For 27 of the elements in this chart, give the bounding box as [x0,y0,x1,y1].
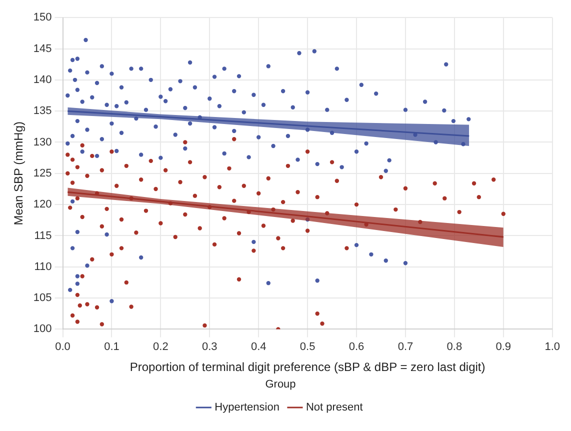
y-tick-label: 105 [33,292,52,304]
y-tick-label: 150 [33,12,52,24]
y-tick-label: 145 [33,42,52,55]
y-tick-label: 120 [33,198,52,211]
y-tick-label: 100 [33,323,52,336]
x-tick-label: 0.5 [300,340,316,353]
legend-label: Hypertension [214,402,280,414]
y-tick-label: 125 [33,167,52,180]
y-axis-title: Mean SBP (mmHg) [12,121,26,226]
x-tick-label: 1.0 [544,340,560,353]
x-tick-label: 0.0 [55,340,70,353]
y-tick-label: 110 [34,260,52,273]
y-tick-label: 115 [34,230,52,242]
x-axis-title: Proportion of terminal digit preference (sBP & dBP = zero last digit) [130,360,486,374]
legend-title: Group [265,378,296,390]
x-tick-label: 0.7 [398,340,414,353]
x-tick-label: 0.4 [250,340,266,353]
y-tick-label: 135 [33,105,52,118]
x-tick-label: 0.6 [348,340,364,353]
legend-label: Not present [306,402,363,414]
x-tick-label: 0.2 [153,340,168,353]
y-tick-label: 130 [33,136,52,148]
x-tick-label: 0.3 [202,340,218,353]
x-tick-label: 0.8 [446,340,462,353]
x-tick-label: 0.1 [104,340,120,353]
y-tick-label: 140 [33,74,52,86]
x-tick-label: 0.9 [496,340,512,353]
